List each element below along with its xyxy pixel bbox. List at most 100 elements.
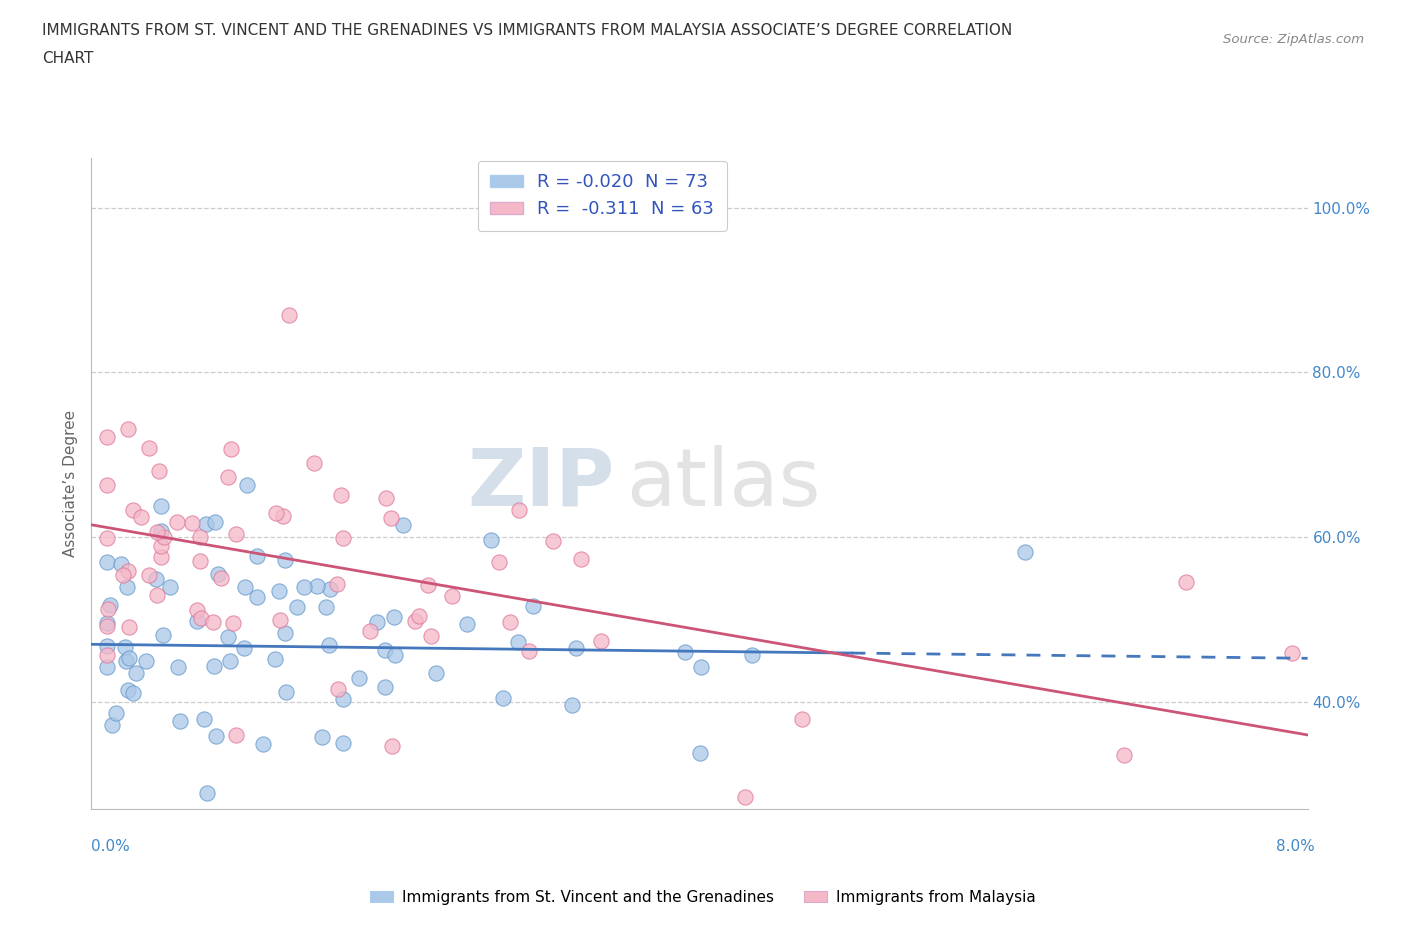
Point [332,736,354,751]
Point [673,644,696,659]
Point [319,581,342,596]
Text: atlas: atlas [627,445,821,523]
Point [193,711,215,726]
Point [98,597,121,612]
Point [129,510,152,525]
Point [152,628,174,643]
Point [287,600,309,615]
Point [122,686,145,701]
Point [318,638,340,653]
Point [456,617,478,631]
Point [138,567,160,582]
Point [219,441,242,456]
Point [225,727,247,742]
Point [117,421,139,436]
Point [366,614,388,629]
Point [96,429,118,444]
Point [252,737,274,751]
Point [332,531,354,546]
Text: ZIP: ZIP [467,445,614,523]
Point [169,713,191,728]
Point [96,660,118,675]
Point [420,629,443,644]
Legend: Immigrants from St. Vincent and the Grenadines, Immigrants from Malaysia: Immigrants from St. Vincent and the Gren… [364,884,1042,911]
Point [209,571,232,586]
Point [217,630,239,644]
Point [381,739,404,754]
Point [122,503,145,518]
Point [315,599,337,614]
Point [274,552,297,567]
Point [233,579,256,594]
Point [236,477,259,492]
Point [690,660,713,675]
Point [1112,747,1135,762]
Point [222,616,245,631]
Point [195,785,218,800]
Point [217,470,239,485]
Point [96,648,118,663]
Point [517,644,540,658]
Point [384,648,406,663]
Point [146,588,169,603]
Point [292,580,315,595]
Y-axis label: Associate’s Degree: Associate’s Degree [62,410,77,557]
Text: Source: ZipAtlas.com: Source: ZipAtlas.com [1223,33,1364,46]
Point [149,550,172,565]
Point [1174,575,1197,590]
Point [792,711,814,726]
Point [96,619,118,634]
Point [101,717,124,732]
Point [541,533,564,548]
Point [145,525,167,539]
Legend: R = -0.020  N = 73, R =  -0.311  N = 63: R = -0.020 N = 73, R = -0.311 N = 63 [478,161,727,231]
Point [380,511,402,525]
Point [278,307,301,322]
Point [96,531,118,546]
Point [267,584,290,599]
Point [190,611,212,626]
Point [499,614,522,629]
Point [204,514,226,529]
Point [135,654,157,669]
Point [374,643,396,658]
Point [273,625,295,640]
Point [96,638,118,653]
Point [114,640,136,655]
Point [159,580,181,595]
Point [145,572,167,587]
Point [233,640,256,655]
Point [561,698,583,712]
Point [741,647,763,662]
Point [564,641,586,656]
Point [305,578,328,593]
Point [508,503,530,518]
Point [117,564,139,578]
Point [205,728,228,743]
Point [96,554,118,569]
Point [188,554,211,569]
Point [218,654,240,669]
Point [276,685,298,700]
Point [246,590,269,604]
Point [114,653,136,668]
Text: 0.0%: 0.0% [91,839,131,854]
Point [591,633,613,648]
Point [188,530,211,545]
Point [195,517,218,532]
Point [149,538,172,553]
Point [440,589,463,604]
Point [391,518,413,533]
Point [180,516,202,531]
Point [152,530,174,545]
Point [416,578,439,592]
Point [148,463,170,478]
Point [689,746,711,761]
Point [359,623,381,638]
Point [311,729,333,744]
Point [522,598,544,613]
Point [302,456,325,471]
Point [382,609,405,624]
Point [481,532,503,547]
Point [271,508,294,523]
